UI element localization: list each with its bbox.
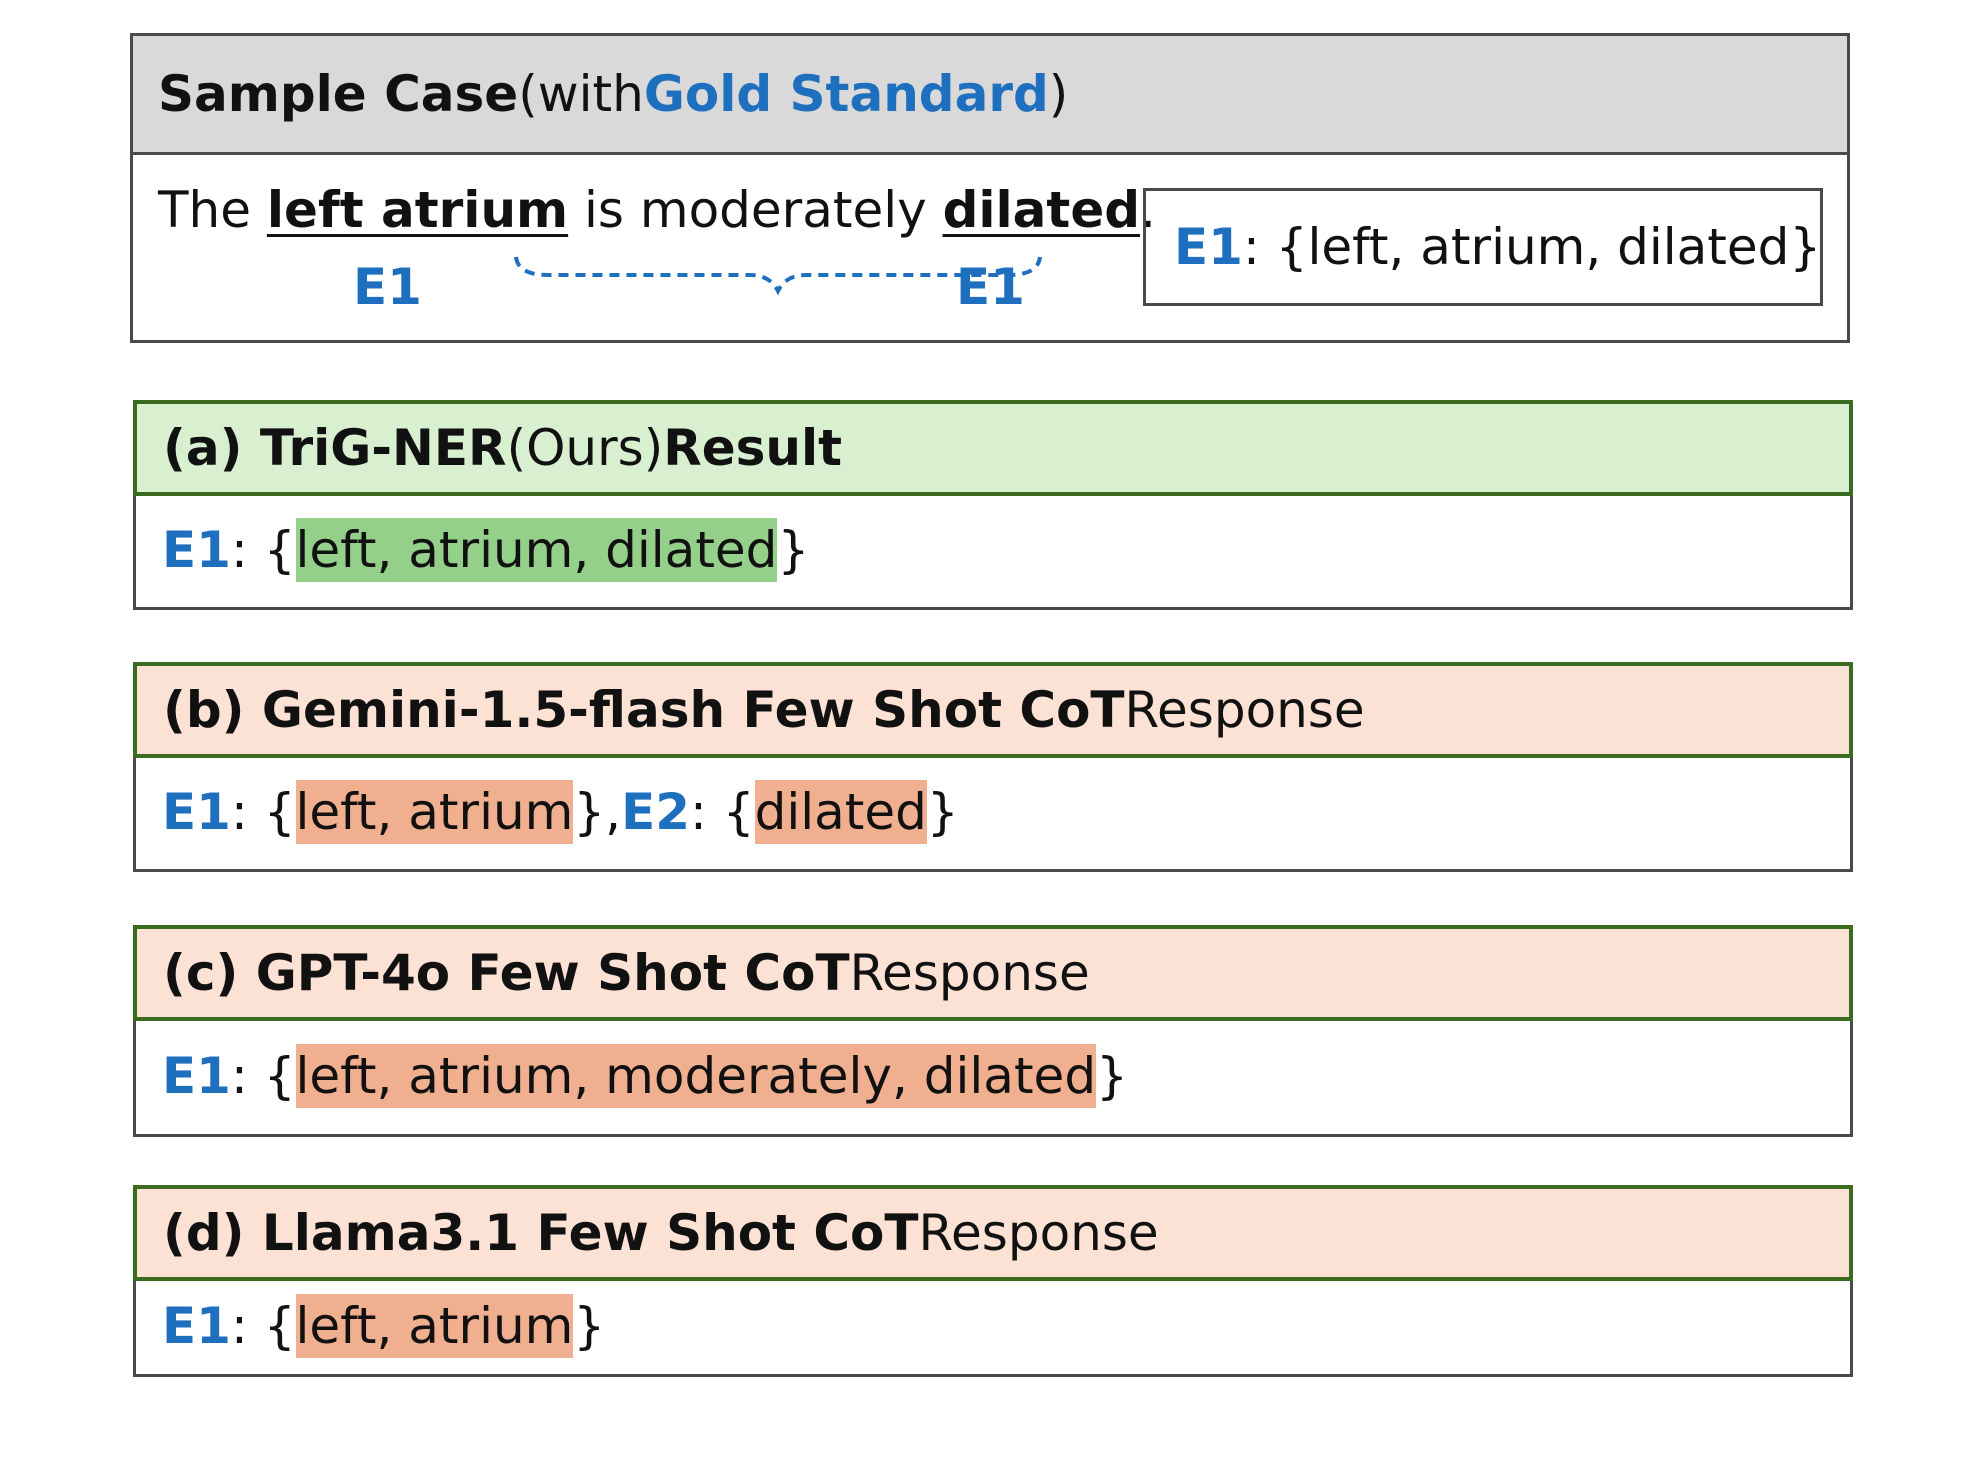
panel-c-highlight: left, atrium, moderately, dilated xyxy=(295,1044,1097,1108)
span-label-left: E1 xyxy=(353,258,422,316)
panel-b-entity-label-2: E2 xyxy=(621,783,691,841)
panel-c-colon: : { xyxy=(230,1047,296,1105)
panel-b-close-2: } xyxy=(926,783,959,841)
panel-a-colon: : { xyxy=(230,521,296,579)
panel-c-close: } xyxy=(1096,1047,1128,1105)
discontinuous-span-brace xyxy=(514,256,1042,296)
panel-llama-header: (d) Llama3.1 Few Shot CoT Response xyxy=(133,1185,1853,1281)
panel-gpt4o: (c) GPT-4o Few Shot CoT Response E1: {le… xyxy=(133,925,1853,1137)
gold-entity-value: : {left, atrium, dilated} xyxy=(1242,218,1822,276)
gold-entity-label: E1 xyxy=(1174,218,1243,276)
sample-case-box: Sample Case (with Gold Standard) The lef… xyxy=(130,33,1850,343)
span-label-right: E1 xyxy=(956,258,1025,316)
gold-standard-box: E1: {left, atrium, dilated} xyxy=(1143,188,1823,306)
sentence-middle: is moderately xyxy=(568,181,943,239)
gold-standard-label: Gold Standard xyxy=(643,65,1049,123)
panel-gemini: (b) Gemini-1.5-flash Few Shot CoT Respon… xyxy=(133,662,1853,872)
panel-c-entity-label: E1 xyxy=(162,1047,231,1105)
panel-trig-ner-header: (a) TriG-NER (Ours) Result xyxy=(133,400,1853,496)
panel-a-entity-label: E1 xyxy=(162,521,231,579)
panel-gpt4o-body: E1: {left, atrium, moderately, dilated} xyxy=(136,1021,1850,1131)
panel-gemini-header: (b) Gemini-1.5-flash Few Shot CoT Respon… xyxy=(133,662,1853,758)
panel-trig-ner: (a) TriG-NER (Ours) Result E1: {left, at… xyxy=(133,400,1853,610)
panel-gpt4o-header: (c) GPT-4o Few Shot CoT Response xyxy=(133,925,1853,1021)
panel-a-close: } xyxy=(777,521,810,579)
entity-dilated: dilated xyxy=(942,181,1141,239)
panel-b-colon: : { xyxy=(230,783,296,841)
panel-a-result: Result xyxy=(663,419,843,477)
panel-b-response: Response xyxy=(1124,681,1365,739)
sample-sentence: The left atrium is moderately dilated. xyxy=(158,181,1156,239)
panel-c-response: Response xyxy=(849,944,1090,1002)
panel-trig-ner-body: E1: {left, atrium, dilated} xyxy=(136,496,1850,604)
panel-llama: (d) Llama3.1 Few Shot CoT Response E1: {… xyxy=(133,1185,1853,1377)
panel-d-title: (d) Llama3.1 Few Shot CoT xyxy=(163,1204,919,1262)
panel-llama-body: E1: {left, atrium} xyxy=(136,1281,1850,1371)
panel-d-entity-label: E1 xyxy=(162,1297,231,1355)
panel-gemini-body: E1: {left, atrium}, E2: {dilated} xyxy=(136,758,1850,866)
panel-b-entity-label: E1 xyxy=(162,783,231,841)
panel-a-title: (a) TriG-NER xyxy=(163,419,507,477)
sample-case-title: Sample Case xyxy=(158,65,519,123)
panel-d-close: } xyxy=(573,1297,606,1355)
panel-c-title: (c) GPT-4o Few Shot CoT xyxy=(163,944,850,1002)
sample-case-open: (with xyxy=(518,65,644,123)
panel-b-title: (b) Gemini-1.5-flash Few Shot CoT xyxy=(163,681,1125,739)
panel-a-ours: (Ours) xyxy=(506,419,664,477)
panel-d-response: Response xyxy=(918,1204,1159,1262)
panel-b-highlight-2: dilated xyxy=(754,780,927,844)
sentence-the: The xyxy=(158,181,267,239)
panel-a-highlight: left, atrium, dilated xyxy=(295,518,778,582)
panel-b-close: }, xyxy=(573,783,622,841)
panel-b-highlight: left, atrium xyxy=(295,780,574,844)
panel-b-colon-2: : { xyxy=(690,783,755,841)
panel-d-colon: : { xyxy=(230,1297,296,1355)
sample-case-header: Sample Case (with Gold Standard) xyxy=(133,36,1847,155)
sample-case-close: ) xyxy=(1048,65,1069,123)
entity-left-atrium: left atrium xyxy=(266,181,569,239)
panel-d-highlight: left, atrium xyxy=(295,1294,574,1358)
